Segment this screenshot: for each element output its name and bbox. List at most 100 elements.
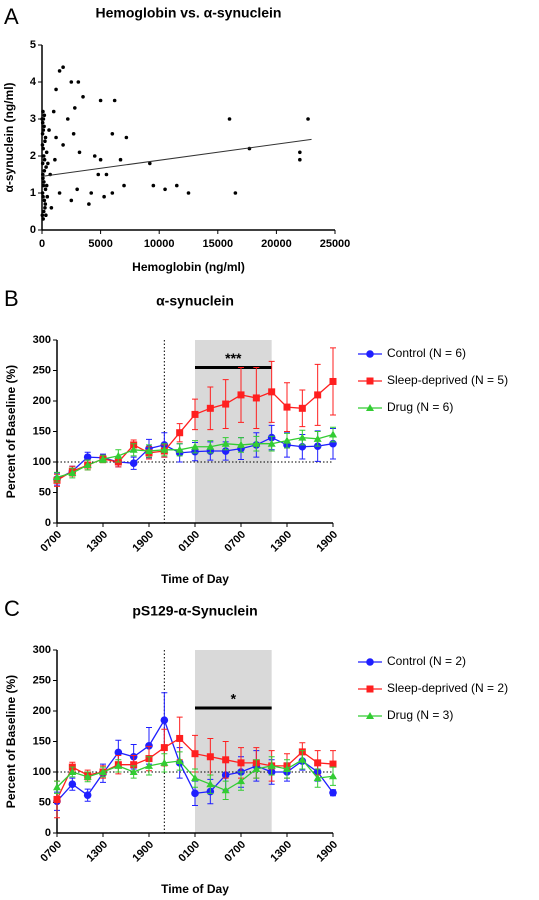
scatter-point — [41, 172, 45, 177]
data-point — [206, 780, 215, 788]
y-tick-label: 1 — [30, 187, 36, 199]
y-axis-label: Percent of Baseline (%) — [4, 675, 18, 808]
data-point — [160, 716, 169, 724]
data-point — [206, 442, 215, 450]
scatter-point — [41, 194, 45, 199]
data-point — [329, 377, 337, 385]
scatter-point — [41, 209, 46, 214]
data-point — [99, 454, 107, 462]
scatter-point — [54, 135, 58, 140]
x-tick-label: 0100 — [176, 529, 202, 555]
scatter-point — [40, 213, 45, 217]
x-tick-label: 0700 — [38, 839, 64, 865]
scatter-point — [227, 117, 232, 121]
data-point — [145, 741, 153, 750]
scatter-point — [298, 150, 302, 155]
x-axis-label: Time of Day — [161, 882, 229, 896]
y-tick-label: 50 — [39, 796, 51, 808]
chart-title: Hemoglobin vs. α-synuclein — [96, 5, 282, 21]
scatter-point — [54, 87, 58, 92]
y-tick-label: 0 — [45, 517, 51, 529]
scatter-point — [306, 117, 310, 121]
scatter-point — [41, 109, 45, 114]
data-point — [176, 429, 184, 437]
scatter-point — [47, 128, 51, 132]
x-axis-label: Hemoglobin (ng/ml) — [132, 260, 245, 274]
data-point — [222, 400, 230, 408]
scatter-point — [98, 157, 103, 162]
scatter-point — [118, 157, 123, 162]
scatter-point — [40, 120, 45, 125]
chart-title: pS129-α-Synuclein — [132, 603, 257, 619]
scatter-point — [42, 169, 47, 173]
data-point — [53, 473, 61, 481]
y-tick-label: 150 — [33, 425, 51, 437]
data-point — [175, 757, 184, 765]
data-point — [283, 403, 291, 411]
scatter-point — [98, 98, 103, 103]
scatter-point — [110, 191, 115, 195]
scatter-point — [46, 161, 50, 166]
scatter-point — [124, 135, 129, 140]
x-tick-label: 1900 — [314, 839, 340, 865]
y-tick-label: 300 — [33, 334, 51, 346]
data-point — [252, 394, 260, 402]
scatter-point — [41, 146, 45, 151]
x-tick-label: 10000 — [144, 238, 175, 250]
scatter-point — [71, 132, 76, 136]
data-point — [329, 772, 337, 780]
x-tick-label: 0700 — [38, 529, 64, 555]
panel-letter: A — [4, 4, 19, 29]
data-point — [313, 774, 322, 782]
y-tick-label: 5 — [30, 39, 36, 51]
data-point — [283, 436, 291, 444]
scatter-point — [69, 80, 74, 84]
data-point — [83, 461, 92, 469]
data-point — [221, 447, 230, 455]
scatter-point — [75, 187, 79, 192]
y-tick-label: 200 — [33, 705, 51, 717]
data-point — [68, 468, 77, 476]
y-tick-label: 250 — [33, 674, 51, 686]
legend-marker — [366, 404, 374, 411]
data-point — [314, 759, 322, 767]
scatter-point — [148, 161, 152, 166]
scatter-point — [76, 80, 81, 84]
y-tick-label: 3 — [30, 113, 36, 125]
scatter-point — [40, 191, 45, 195]
data-point — [268, 388, 276, 396]
data-point — [267, 761, 276, 769]
data-point — [314, 391, 322, 399]
y-tick-label: 200 — [33, 395, 51, 407]
data-point — [83, 453, 92, 461]
scatter-point — [61, 65, 65, 69]
scatter-point — [87, 202, 91, 206]
scatter-point — [112, 98, 117, 103]
x-tick-label: 20000 — [261, 238, 292, 250]
scatter-point — [44, 213, 48, 217]
data-point — [129, 445, 138, 453]
scatter-point — [40, 161, 45, 166]
data-point — [313, 434, 322, 442]
data-point — [191, 774, 199, 782]
legend-label: Control (N = 2) — [387, 654, 466, 668]
data-point — [114, 748, 123, 757]
legend-label: Control (N = 6) — [387, 346, 466, 360]
data-point — [53, 795, 61, 803]
y-tick-label: 250 — [33, 364, 51, 376]
y-tick-label: 150 — [33, 735, 51, 747]
y-tick-label: 4 — [30, 76, 37, 88]
data-point — [129, 768, 138, 775]
data-point — [68, 768, 77, 775]
x-tick-label: 1300 — [268, 529, 294, 555]
data-point — [83, 772, 92, 780]
data-point — [176, 734, 184, 742]
data-point — [114, 761, 123, 769]
data-point — [206, 753, 214, 761]
y-tick-label: 0 — [45, 827, 51, 839]
x-tick-label: 0700 — [222, 529, 248, 555]
y-tick-label: 300 — [33, 644, 51, 656]
data-point — [283, 764, 291, 772]
y-tick-label: 2 — [30, 150, 36, 162]
scatter-point — [104, 172, 109, 177]
